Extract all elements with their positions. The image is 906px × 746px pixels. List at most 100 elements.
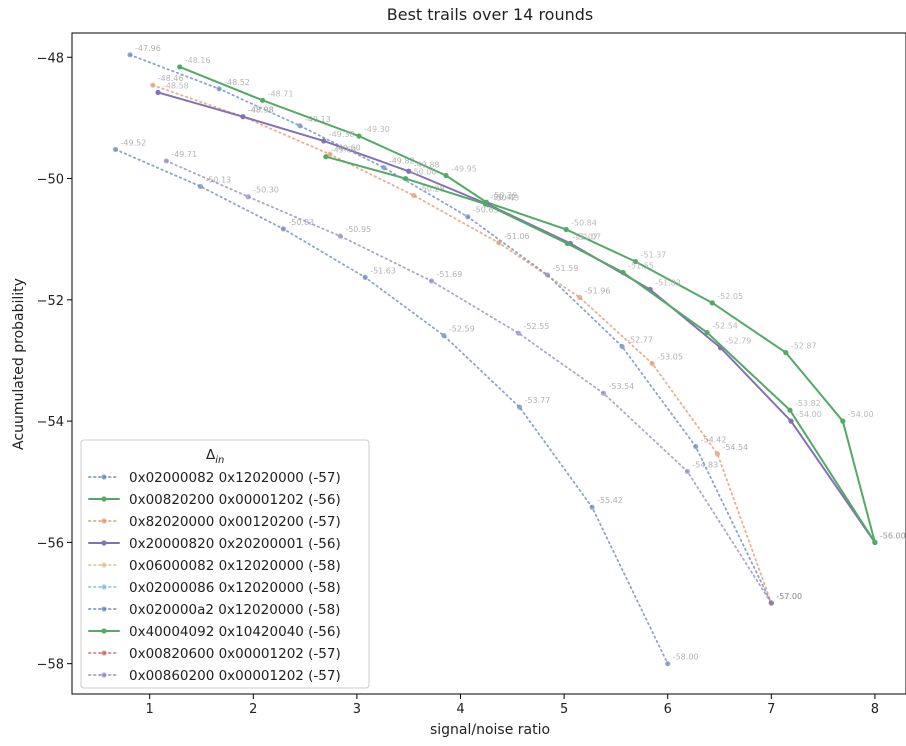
series-7: -49.64 -50.00 -50.42 -51.07 -51.55 -52.54 -53.… bbox=[323, 146, 906, 545]
series-layer: -47.96 -48.52 -49.13 -49.82 -50.63 -51.59 -52.… bbox=[112, 44, 906, 667]
data-label: -49.30 bbox=[364, 125, 390, 134]
x-axis-title: signal/noise ratio bbox=[430, 722, 550, 738]
data-point bbox=[684, 468, 690, 475]
data-label: -51.59 bbox=[553, 264, 579, 273]
data-label: -54.54 bbox=[722, 443, 748, 452]
y-tick-label: −52 bbox=[37, 294, 64, 309]
data-label: -50.00 bbox=[411, 168, 437, 177]
data-label: -50.30 bbox=[253, 186, 279, 195]
y-tick-label: −48 bbox=[37, 51, 64, 66]
data-point bbox=[714, 451, 721, 457]
data-point bbox=[600, 390, 607, 396]
series-1: -48.16 -48.71 -49.30 -49.95 -50.39 -50.84 -51.… bbox=[177, 56, 906, 545]
data-label: -48.52 bbox=[224, 78, 250, 87]
data-point bbox=[297, 123, 303, 129]
legend-marker bbox=[101, 496, 107, 502]
data-point bbox=[240, 114, 246, 120]
legend-entry: 0x00820200 0x00001202 (-56) bbox=[129, 492, 341, 508]
data-label: -52.54 bbox=[712, 322, 738, 331]
data-point bbox=[403, 175, 409, 182]
data-point bbox=[516, 404, 523, 410]
data-label: -50.83 bbox=[288, 218, 314, 227]
data-point bbox=[411, 192, 417, 199]
data-label: -48.46 bbox=[158, 74, 184, 83]
data-label: -50.39 bbox=[491, 191, 517, 200]
data-point bbox=[620, 269, 626, 276]
data-label: -52.77 bbox=[627, 336, 653, 345]
data-label: -51.07 bbox=[572, 232, 598, 241]
plot-area-frame bbox=[71, 32, 906, 695]
data-label: -56.00 bbox=[880, 531, 906, 540]
data-label: -52.79 bbox=[726, 337, 752, 346]
data-point bbox=[406, 168, 412, 174]
series-line bbox=[324, 155, 876, 544]
data-label: -51.37 bbox=[641, 251, 667, 260]
legend-entry: 0x40004092 0x10420040 (-56) bbox=[129, 624, 341, 640]
data-point bbox=[321, 138, 327, 144]
legend-marker bbox=[101, 628, 107, 634]
data-point bbox=[245, 194, 251, 200]
data-point bbox=[356, 133, 362, 139]
data-label: -51.83 bbox=[655, 279, 681, 288]
legend: Δin 0x02000082 0x12020000 (-57) 0x00820200… bbox=[80, 439, 370, 689]
data-label: -55.42 bbox=[597, 496, 623, 505]
series-9: -49.71 -50.30 -50.95 -51.69 -52.55 -53.54 -54.… bbox=[163, 150, 802, 606]
data-label: -53.82 bbox=[795, 399, 821, 408]
data-point bbox=[443, 172, 449, 179]
data-label: -57.00 bbox=[776, 592, 802, 601]
data-point bbox=[127, 52, 133, 58]
data-point bbox=[589, 504, 595, 510]
data-point bbox=[482, 201, 488, 207]
data-point bbox=[155, 89, 161, 96]
data-label: -48.71 bbox=[268, 89, 294, 98]
data-label: -56.00 bbox=[880, 531, 906, 540]
data-point bbox=[428, 278, 435, 284]
data-label: -49.64 bbox=[331, 146, 357, 155]
data-point bbox=[323, 154, 329, 160]
data-label: -52.55 bbox=[524, 322, 550, 331]
data-label: -54.83 bbox=[692, 460, 718, 469]
data-label: -51.06 bbox=[504, 232, 530, 241]
legend-entry: 0x00820600 0x00001202 (-57) bbox=[129, 646, 341, 662]
data-point bbox=[381, 165, 387, 171]
legend-title: Δin bbox=[206, 447, 224, 466]
data-label: -54.42 bbox=[701, 436, 727, 445]
legend-entry: 0x20000820 0x20200001 (-56) bbox=[129, 536, 341, 552]
data-label: -50.43 bbox=[493, 194, 519, 203]
data-point bbox=[216, 86, 222, 92]
data-point bbox=[515, 330, 522, 336]
data-point bbox=[150, 82, 156, 88]
data-point bbox=[577, 294, 583, 300]
data-label: -49.52 bbox=[121, 138, 147, 147]
legend-marker bbox=[101, 562, 107, 568]
y-tick-label: −50 bbox=[37, 173, 64, 188]
data-point bbox=[362, 274, 368, 280]
data-point bbox=[337, 233, 343, 239]
legend-marker bbox=[101, 540, 107, 546]
x-tick-label: 2 bbox=[249, 702, 257, 717]
legend-marker bbox=[101, 584, 107, 590]
data-point bbox=[768, 600, 774, 606]
legend-entry: 0x00860200 0x00001202 (-57) bbox=[129, 668, 341, 684]
x-tick-label: 7 bbox=[767, 702, 775, 717]
data-point bbox=[783, 349, 789, 356]
data-label: -49.38 bbox=[329, 130, 355, 139]
data-label: -57.00 bbox=[776, 592, 802, 601]
y-tick-label: −58 bbox=[37, 658, 64, 673]
data-point bbox=[709, 300, 715, 306]
legend-entry: 0x02000086 0x12020000 (-58) bbox=[129, 580, 341, 596]
data-label: -49.60 bbox=[335, 143, 361, 152]
legend-marker bbox=[101, 518, 107, 524]
data-point bbox=[177, 64, 183, 70]
legend-entry: 0x06000082 0x12020000 (-58) bbox=[129, 558, 341, 574]
data-point bbox=[632, 259, 639, 265]
data-label: -52.59 bbox=[449, 325, 475, 334]
data-point bbox=[163, 158, 169, 164]
series-line bbox=[156, 91, 876, 544]
series-6: -49.52 -50.13 -50.83 -51.63 -52.59 -53.77 -55.… bbox=[112, 138, 699, 667]
data-point bbox=[619, 343, 625, 350]
data-point bbox=[563, 226, 569, 233]
y-tick-label: −54 bbox=[37, 415, 64, 430]
data-label: -49.88 bbox=[414, 160, 440, 169]
data-label: -51.96 bbox=[585, 286, 611, 295]
